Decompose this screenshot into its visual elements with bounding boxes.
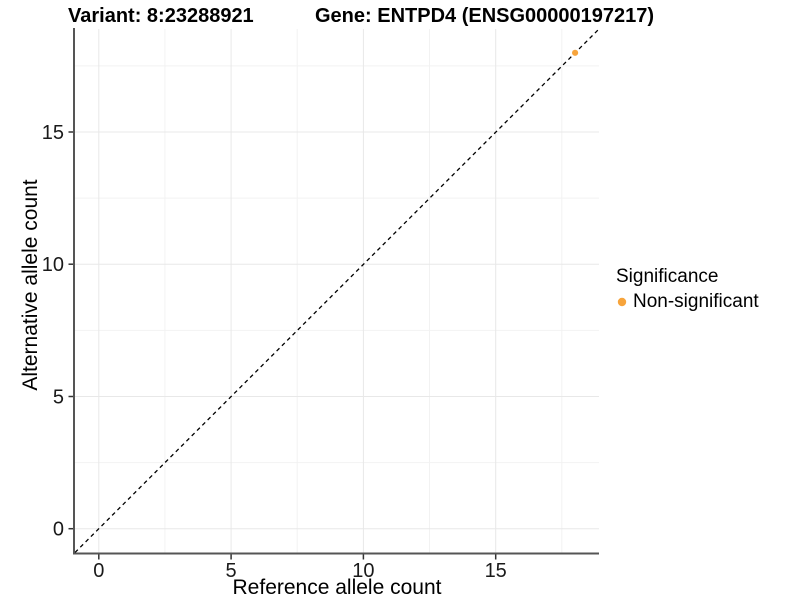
y-tick-label: 10 xyxy=(42,254,64,276)
y-tick-labels: 0 5 10 15 xyxy=(42,122,64,541)
legend-entry-label: Non-significant xyxy=(633,291,759,312)
x-tick-label: 5 xyxy=(226,560,237,582)
minor-gridlines xyxy=(75,29,599,553)
legend-title: Significance xyxy=(616,266,719,287)
identity-dashed-line xyxy=(74,28,600,553)
x-tick-label: 15 xyxy=(485,560,507,582)
legend-entry: Non-significant xyxy=(616,291,759,313)
tick-marks xyxy=(68,131,497,560)
legend: Significance Non-significant xyxy=(616,266,759,313)
axis-lines xyxy=(73,28,599,555)
major-gridlines xyxy=(75,29,599,553)
legend-key-dot xyxy=(617,297,627,307)
gene-title: Gene: ENTPD4 (ENSG00000197217) xyxy=(315,5,655,27)
y-tick-label: 0 xyxy=(53,519,64,541)
y-axis-title: Alternative allele count xyxy=(19,179,42,391)
x-axis-title: Reference allele count xyxy=(232,576,442,599)
y-tick-label: 5 xyxy=(53,387,64,409)
y-tick-label: 15 xyxy=(42,122,64,144)
data-point xyxy=(572,49,579,56)
x-tick-label: 0 xyxy=(93,560,104,582)
legend-point-icon xyxy=(617,297,627,307)
variant-title: Variant: 8:23288921 xyxy=(68,5,254,27)
x-tick-labels: 0 5 10 15 xyxy=(93,560,507,582)
x-tick-label: 10 xyxy=(352,560,374,582)
